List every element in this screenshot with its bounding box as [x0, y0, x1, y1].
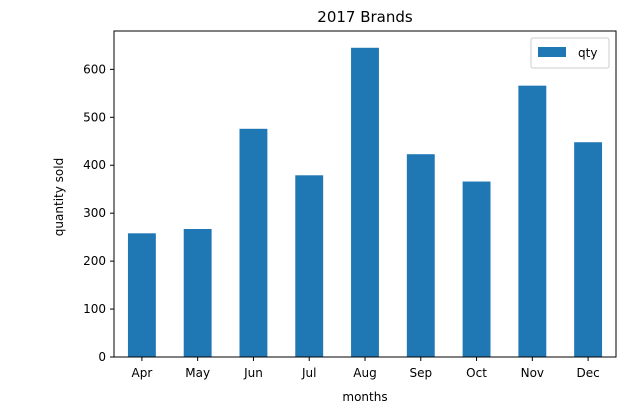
x-tick-label-may: May	[185, 366, 210, 380]
y-tick-label-0: 0	[98, 350, 106, 364]
plot-area: Apr May Jun Jul Aug Sep Oct Nov Dec 0 100 200 300 400…	[83, 30, 617, 380]
y-tick-label-500: 500	[83, 110, 106, 124]
y-tick-label-100: 100	[83, 302, 106, 316]
x-axis-label: months	[342, 390, 387, 404]
legend-label-qty: qty	[578, 46, 597, 60]
x-tick-label-jun: Jun	[243, 366, 263, 380]
x-tick-label-sep: Sep	[409, 366, 432, 380]
bar-dec	[574, 142, 603, 357]
chart-title: 2017 Brands	[317, 8, 413, 26]
bar-sep	[406, 154, 435, 357]
x-tick-label-jul: Jul	[301, 366, 316, 380]
bar-may	[183, 228, 212, 357]
x-tick-label-oct: Oct	[466, 366, 487, 380]
y-tick-label-600: 600	[83, 62, 106, 76]
bar-aug	[351, 47, 379, 357]
y-tick-label-400: 400	[83, 158, 106, 172]
legend: qty	[530, 37, 610, 69]
plot-frame	[113, 30, 617, 358]
x-tick-label-apr: Apr	[132, 366, 153, 380]
x-tick-label-nov: Nov	[521, 366, 544, 380]
bar-apr	[127, 233, 156, 357]
x-tick-label-aug: Aug	[353, 366, 376, 380]
y-axis-label: quantity sold	[52, 158, 66, 236]
x-tick-label-dec: Dec	[576, 366, 599, 380]
bar-jun	[239, 128, 268, 357]
legend-swatch-qty	[538, 47, 566, 57]
bar-nov	[518, 85, 547, 357]
bar-jul	[295, 175, 324, 357]
y-tick-label-300: 300	[83, 206, 106, 220]
bar-oct	[462, 181, 491, 357]
legend-box	[530, 37, 610, 69]
y-tick-label-200: 200	[83, 254, 106, 268]
